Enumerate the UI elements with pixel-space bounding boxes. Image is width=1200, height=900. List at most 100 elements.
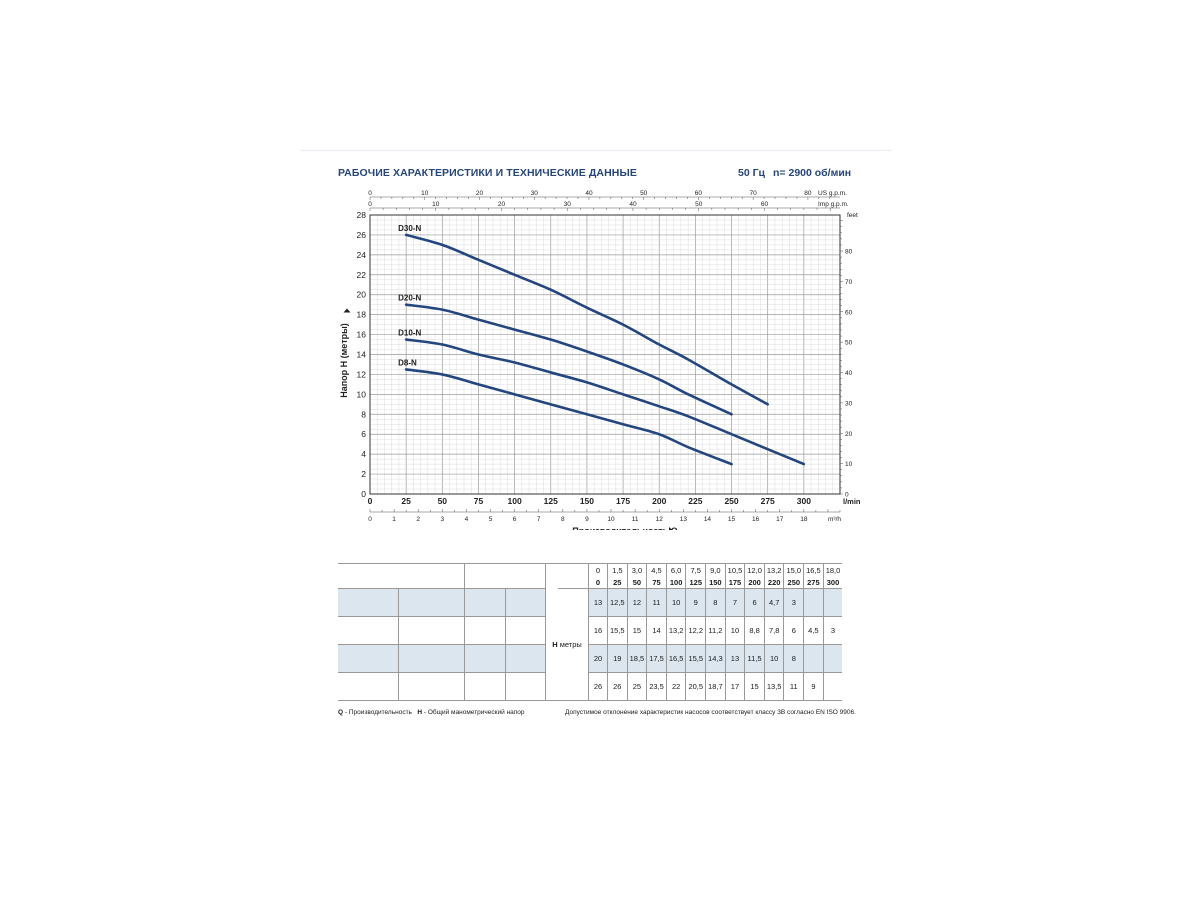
head-value bbox=[822, 672, 843, 701]
power-hp bbox=[504, 616, 546, 645]
series-line-d8-n bbox=[404, 368, 733, 466]
x-tick-label: 125 bbox=[544, 496, 558, 506]
q-lmin-value: 25 bbox=[607, 576, 628, 589]
usgpm-tick-label: 50 bbox=[640, 190, 648, 197]
x-axis-arrow-icon bbox=[669, 527, 673, 530]
feet-tick-label: 60 bbox=[845, 309, 853, 316]
head-value: 15 bbox=[626, 616, 647, 645]
footer-h-text: - Общий манометрический напор bbox=[422, 709, 525, 716]
m3h-tick-label: 17 bbox=[776, 516, 784, 523]
head-value: 18,7 bbox=[705, 672, 726, 701]
y-tick-label: 0 bbox=[361, 489, 366, 499]
head-value: 6 bbox=[783, 616, 804, 645]
table-header-row: 0 25 50 75 100 125 150 175 200 220 250 275 300 bbox=[338, 576, 843, 589]
head-value: 15 bbox=[744, 672, 765, 701]
single-phase-model bbox=[338, 644, 399, 673]
y-tick-label: 4 bbox=[361, 449, 366, 459]
m3h-tick-label: 14 bbox=[704, 516, 712, 523]
q-lmin-value: 0 bbox=[588, 576, 608, 589]
y-tick-label: 26 bbox=[357, 230, 367, 240]
footer-legend: Q - Производительность H - Общий маномет… bbox=[338, 709, 525, 716]
page-title: РАБОЧИЕ ХАРАКТЕРИСТИКИ И ТЕХНИЧЕСКИЕ ДАН… bbox=[338, 167, 637, 179]
hp-header bbox=[505, 576, 546, 589]
head-value: 10 bbox=[724, 616, 745, 645]
power-hp bbox=[504, 672, 546, 701]
head-value: 8 bbox=[783, 644, 804, 673]
m3h-tick-label: 11 bbox=[632, 516, 639, 523]
head-value: 22 bbox=[665, 672, 686, 701]
x-tick-label: 300 bbox=[797, 496, 811, 506]
power-kw bbox=[464, 672, 505, 701]
power-header bbox=[464, 563, 546, 576]
feet-tick-label: 80 bbox=[845, 249, 853, 256]
head-value: 9 bbox=[803, 672, 824, 701]
q-lmin-value: 200 bbox=[744, 576, 765, 589]
feet-tick-label: 30 bbox=[845, 400, 853, 407]
head-value: 19 bbox=[607, 644, 628, 673]
footer-q-text: - Производительность bbox=[343, 709, 412, 716]
impgpm-tick-label: 50 bbox=[695, 201, 703, 208]
head-value: 20,5 bbox=[685, 672, 706, 701]
q-m3h-value: 7,5 bbox=[685, 563, 706, 576]
feet-unit-label: feet bbox=[847, 212, 858, 219]
head-value: 12 bbox=[626, 588, 647, 617]
head-value: 8 bbox=[705, 588, 726, 617]
feet-tick-label: 10 bbox=[845, 461, 853, 468]
head-value bbox=[822, 644, 843, 673]
q-lmin-value: 50 bbox=[626, 576, 647, 589]
x-tick-label: 50 bbox=[438, 496, 448, 506]
spec-table: 0 1,5 3,0 4,5 6,0 7,5 9,0 10,5 12,0 13,2 15,0 16,5 1… bbox=[338, 563, 843, 701]
head-value: 11 bbox=[646, 588, 667, 617]
table-row: 20 19 18,5 17,5 16,5 15,5 14,3 13 11,5 10 8 bbox=[338, 644, 843, 673]
impgpm-tick-label: 40 bbox=[629, 201, 637, 208]
m3h-tick-label: 8 bbox=[561, 516, 565, 523]
x-tick-label: 75 bbox=[474, 496, 484, 506]
head-value: 4,7 bbox=[763, 588, 784, 617]
power-kw bbox=[464, 644, 505, 673]
x-tick-label: 225 bbox=[688, 496, 702, 506]
speed-label: n= 2900 об/мин bbox=[773, 167, 852, 179]
impgpm-tick-label: 30 bbox=[564, 201, 572, 208]
head-value: 3 bbox=[783, 588, 804, 617]
frequency-label: 50 Гц bbox=[738, 167, 766, 179]
m3h-tick-label: 5 bbox=[489, 516, 493, 523]
head-value: 18,5 bbox=[626, 644, 647, 673]
head-value: 11,5 bbox=[744, 644, 765, 673]
head-value: 11 bbox=[783, 672, 804, 701]
q-m3h-value: 3,0 bbox=[626, 563, 647, 576]
head-value: 6 bbox=[744, 588, 765, 617]
x-tick-label: 25 bbox=[401, 496, 411, 506]
head-value: 10 bbox=[763, 644, 784, 673]
head-value: 16,5 bbox=[665, 644, 686, 673]
q-unit-lmin bbox=[558, 576, 589, 589]
head-value: 12,5 bbox=[607, 588, 628, 617]
head-value: 12,2 bbox=[685, 616, 706, 645]
head-value bbox=[822, 588, 843, 617]
q-m3h-value: 16,5 bbox=[803, 563, 824, 576]
m3h-tick-label: 16 bbox=[752, 516, 760, 523]
head-value: 26 bbox=[607, 672, 628, 701]
m3h-unit-label: m³/h bbox=[828, 516, 841, 523]
three-phase-header bbox=[398, 576, 465, 589]
q-lmin-value: 125 bbox=[685, 576, 706, 589]
head-value: 4,5 bbox=[803, 616, 824, 645]
usgpm-tick-label: 70 bbox=[750, 190, 758, 197]
power-kw bbox=[464, 588, 505, 617]
h-unit: метры bbox=[557, 640, 582, 649]
m3h-tick-label: 6 bbox=[513, 516, 517, 523]
q-m3h-value: 9,0 bbox=[705, 563, 726, 576]
head-value: 14,3 bbox=[705, 644, 726, 673]
y-tick-label: 12 bbox=[357, 369, 367, 379]
y-tick-label: 18 bbox=[357, 310, 367, 320]
head-value: 25 bbox=[626, 672, 647, 701]
impgpm-tick-label: 20 bbox=[498, 201, 506, 208]
table-row: H метры 13 12,5 12 11 10 9 8 7 6 4,7 3 bbox=[338, 588, 843, 701]
h-label-cell: H метры bbox=[545, 588, 589, 701]
m3h-tick-label: 13 bbox=[680, 516, 688, 523]
y-tick-label: 28 bbox=[357, 210, 367, 220]
usgpm-tick-label: 30 bbox=[531, 190, 539, 197]
feet-tick-label: 70 bbox=[845, 279, 853, 286]
impgpm-tick-label: 10 bbox=[432, 201, 440, 208]
head-value: 15,5 bbox=[607, 616, 628, 645]
feet-tick-label: 0 bbox=[845, 492, 849, 499]
